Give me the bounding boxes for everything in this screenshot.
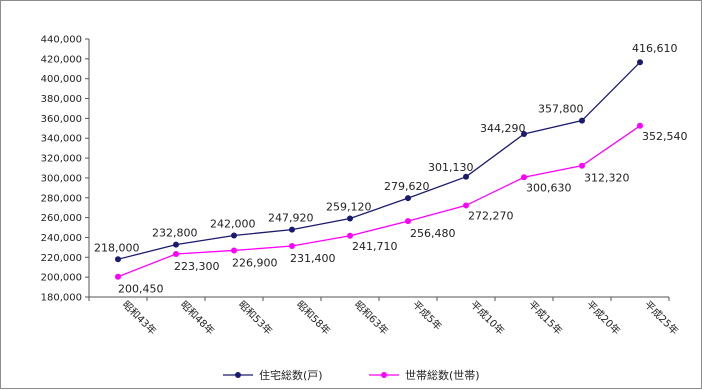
legend-label: 世帯総数(世帯) [405, 368, 480, 382]
data-label-households: 272,270 [468, 209, 514, 222]
y-tick-label: 260,000 [41, 213, 82, 224]
y-tick-label: 180,000 [41, 293, 82, 304]
x-tick-label: 平成25年 [642, 298, 681, 337]
x-tick-label: 平成5年 [410, 298, 445, 333]
data-point-households [231, 247, 237, 254]
data-label-households: 200,450 [118, 283, 164, 296]
data-label-households: 312,320 [584, 172, 630, 185]
data-point-housing [231, 232, 237, 239]
y-tick-label: 380,000 [41, 94, 82, 105]
legend-marker [235, 372, 241, 378]
data-point-housing [637, 59, 643, 66]
data-point-households [289, 242, 295, 249]
data-label-housing: 218,000 [94, 241, 140, 254]
data-label-households: 241,710 [352, 240, 398, 253]
data-label-housing: 247,920 [268, 212, 314, 225]
data-label-households: 300,630 [526, 181, 572, 194]
x-tick-label: 昭和58年 [294, 298, 333, 337]
data-point-housing [347, 215, 353, 222]
y-tick-label: 220,000 [41, 253, 82, 264]
legend-marker [381, 372, 387, 378]
y-tick-label: 300,000 [41, 173, 82, 184]
data-point-households [347, 232, 353, 239]
legend-label: 住宅総数(戸) [259, 368, 323, 382]
data-point-housing [521, 130, 527, 137]
data-label-housing: 416,610 [632, 42, 678, 55]
y-tick-label: 200,000 [41, 273, 82, 284]
data-point-households [521, 174, 527, 181]
x-tick-label: 昭和48年 [178, 298, 217, 337]
data-point-households [579, 162, 585, 169]
y-tick-label: 400,000 [41, 74, 82, 85]
data-point-housing [173, 241, 179, 248]
x-tick-label: 昭和63年 [352, 298, 391, 337]
y-tick-label: 420,000 [41, 54, 82, 65]
data-label-households: 223,300 [174, 260, 220, 273]
data-label-housing: 301,130 [428, 161, 474, 174]
data-label-households: 231,400 [290, 252, 336, 265]
x-tick-label: 昭和53年 [236, 298, 275, 337]
data-point-housing [289, 226, 295, 233]
data-point-housing [115, 256, 121, 263]
y-tick-label: 320,000 [41, 154, 82, 165]
data-point-households [173, 251, 179, 258]
y-tick-label: 340,000 [41, 134, 82, 145]
data-label-households: 256,480 [410, 227, 456, 240]
data-label-households: 226,900 [232, 256, 278, 269]
data-point-households [637, 122, 643, 129]
data-point-households [115, 273, 121, 280]
data-point-households [463, 202, 469, 209]
data-label-housing: 242,000 [210, 217, 256, 230]
x-tick-label: 昭和43年 [120, 298, 159, 337]
data-label-housing: 357,800 [538, 103, 584, 116]
y-tick-label: 440,000 [41, 35, 82, 46]
series-line-households [117, 125, 641, 278]
x-tick-label: 平成15年 [526, 298, 565, 337]
data-point-housing [579, 117, 585, 124]
data-label-housing: 344,290 [480, 122, 526, 135]
data-label-households: 352,540 [642, 130, 688, 143]
y-tick-label: 360,000 [41, 114, 82, 125]
y-tick-label: 240,000 [41, 233, 82, 244]
x-tick-label: 平成10年 [468, 298, 507, 337]
data-label-housing: 232,800 [152, 227, 198, 240]
x-tick-label: 平成20年 [584, 298, 623, 337]
data-point-households [405, 218, 411, 225]
y-tick-label: 280,000 [41, 193, 82, 204]
series-line-housing [117, 61, 641, 260]
data-point-housing [463, 173, 469, 180]
data-label-housing: 259,120 [326, 200, 372, 213]
data-label-housing: 279,620 [384, 180, 430, 193]
data-point-housing [405, 195, 411, 202]
